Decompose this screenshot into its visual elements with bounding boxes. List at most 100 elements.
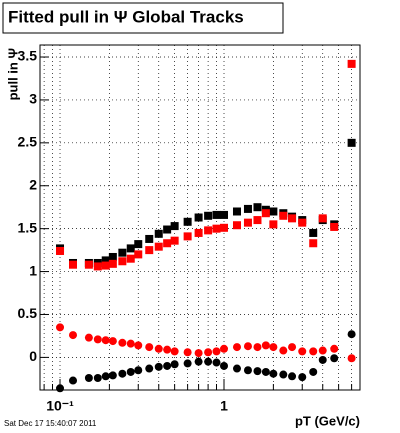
- marker-circle: [318, 355, 327, 364]
- marker-square: [126, 244, 135, 253]
- marker-square: [154, 229, 163, 238]
- marker-circle: [101, 336, 110, 345]
- marker-square: [118, 257, 127, 266]
- marker-circle: [253, 343, 262, 352]
- marker-circle: [69, 376, 78, 385]
- marker-square: [84, 260, 93, 269]
- marker-circle: [118, 369, 127, 378]
- marker-square: [212, 210, 221, 219]
- marker-circle: [126, 339, 135, 348]
- marker-circle: [163, 345, 172, 354]
- marker-square: [220, 223, 229, 232]
- marker-square: [288, 214, 297, 223]
- marker-square: [253, 216, 262, 225]
- marker-square: [118, 248, 127, 257]
- marker-circle: [194, 357, 203, 366]
- marker-square: [309, 228, 318, 237]
- marker-circle: [309, 367, 318, 376]
- marker-circle: [232, 364, 241, 373]
- marker-square: [232, 207, 241, 216]
- marker-circle: [154, 344, 163, 353]
- marker-circle: [232, 343, 241, 352]
- marker-circle: [170, 360, 179, 369]
- marker-circle: [279, 346, 288, 355]
- marker-square: [134, 250, 143, 259]
- marker-square: [163, 225, 172, 234]
- marker-circle: [288, 343, 297, 352]
- marker-circle: [134, 341, 143, 350]
- marker-circle: [261, 367, 270, 376]
- marker-square: [212, 224, 221, 233]
- marker-square: [243, 218, 252, 227]
- marker-circle: [108, 337, 117, 346]
- x-tick-label: 10⁻¹: [46, 398, 74, 414]
- y-tick-label: 1: [29, 262, 37, 278]
- marker-square: [93, 262, 102, 271]
- y-tick-label: 0: [29, 348, 37, 364]
- marker-square: [108, 259, 117, 268]
- y-axis-label: pull in Ψ: [5, 48, 20, 100]
- marker-circle: [101, 372, 110, 381]
- marker-circle: [93, 373, 102, 382]
- marker-circle: [84, 333, 93, 342]
- marker-circle: [56, 323, 65, 332]
- marker-circle: [318, 346, 327, 355]
- marker-square: [347, 138, 356, 147]
- marker-square: [69, 260, 78, 269]
- marker-square: [56, 246, 65, 255]
- marker-square: [220, 210, 229, 219]
- marker-circle: [212, 347, 221, 356]
- marker-square: [204, 226, 213, 235]
- marker-circle: [145, 364, 154, 373]
- marker-square: [318, 214, 327, 223]
- marker-square: [183, 232, 192, 241]
- marker-circle: [288, 372, 297, 381]
- marker-square: [261, 209, 270, 218]
- x-tick-label: 1: [220, 398, 228, 414]
- marker-circle: [170, 347, 179, 356]
- marker-square: [253, 203, 262, 212]
- marker-square: [330, 222, 339, 231]
- marker-square: [347, 59, 356, 68]
- marker-square: [101, 256, 110, 265]
- marker-circle: [204, 357, 213, 366]
- marker-square: [309, 239, 318, 248]
- marker-square: [108, 252, 117, 261]
- marker-circle: [69, 331, 78, 340]
- marker-circle: [126, 367, 135, 376]
- marker-circle: [183, 348, 192, 357]
- marker-square: [269, 207, 278, 216]
- marker-circle: [243, 366, 252, 375]
- marker-square: [183, 217, 192, 226]
- marker-circle: [163, 361, 172, 370]
- marker-square: [101, 261, 110, 270]
- y-tick-label: 0.5: [18, 305, 38, 321]
- marker-circle: [93, 335, 102, 344]
- marker-circle: [347, 354, 356, 363]
- marker-circle: [145, 343, 154, 352]
- marker-square: [145, 234, 154, 243]
- marker-square: [154, 242, 163, 251]
- y-tick-label: 3.5: [18, 48, 38, 64]
- marker-circle: [56, 384, 65, 393]
- marker-circle: [330, 344, 339, 353]
- marker-circle: [269, 343, 278, 352]
- chart-title: Fitted pull in Ψ Global Tracks: [8, 7, 244, 26]
- marker-circle: [269, 369, 278, 378]
- marker-square: [269, 220, 278, 229]
- marker-circle: [118, 338, 127, 347]
- marker-circle: [212, 358, 221, 367]
- marker-square: [126, 254, 135, 263]
- marker-circle: [183, 359, 192, 368]
- marker-circle: [194, 349, 203, 358]
- marker-circle: [347, 330, 356, 339]
- marker-circle: [330, 354, 339, 363]
- x-axis-label: pT (GeV/c): [295, 413, 360, 428]
- marker-square: [298, 218, 307, 227]
- marker-circle: [243, 342, 252, 351]
- marker-circle: [253, 367, 262, 376]
- marker-circle: [261, 341, 270, 350]
- footer-date: Sat Dec 17 15:40:07 2011: [4, 419, 97, 428]
- marker-square: [134, 240, 143, 249]
